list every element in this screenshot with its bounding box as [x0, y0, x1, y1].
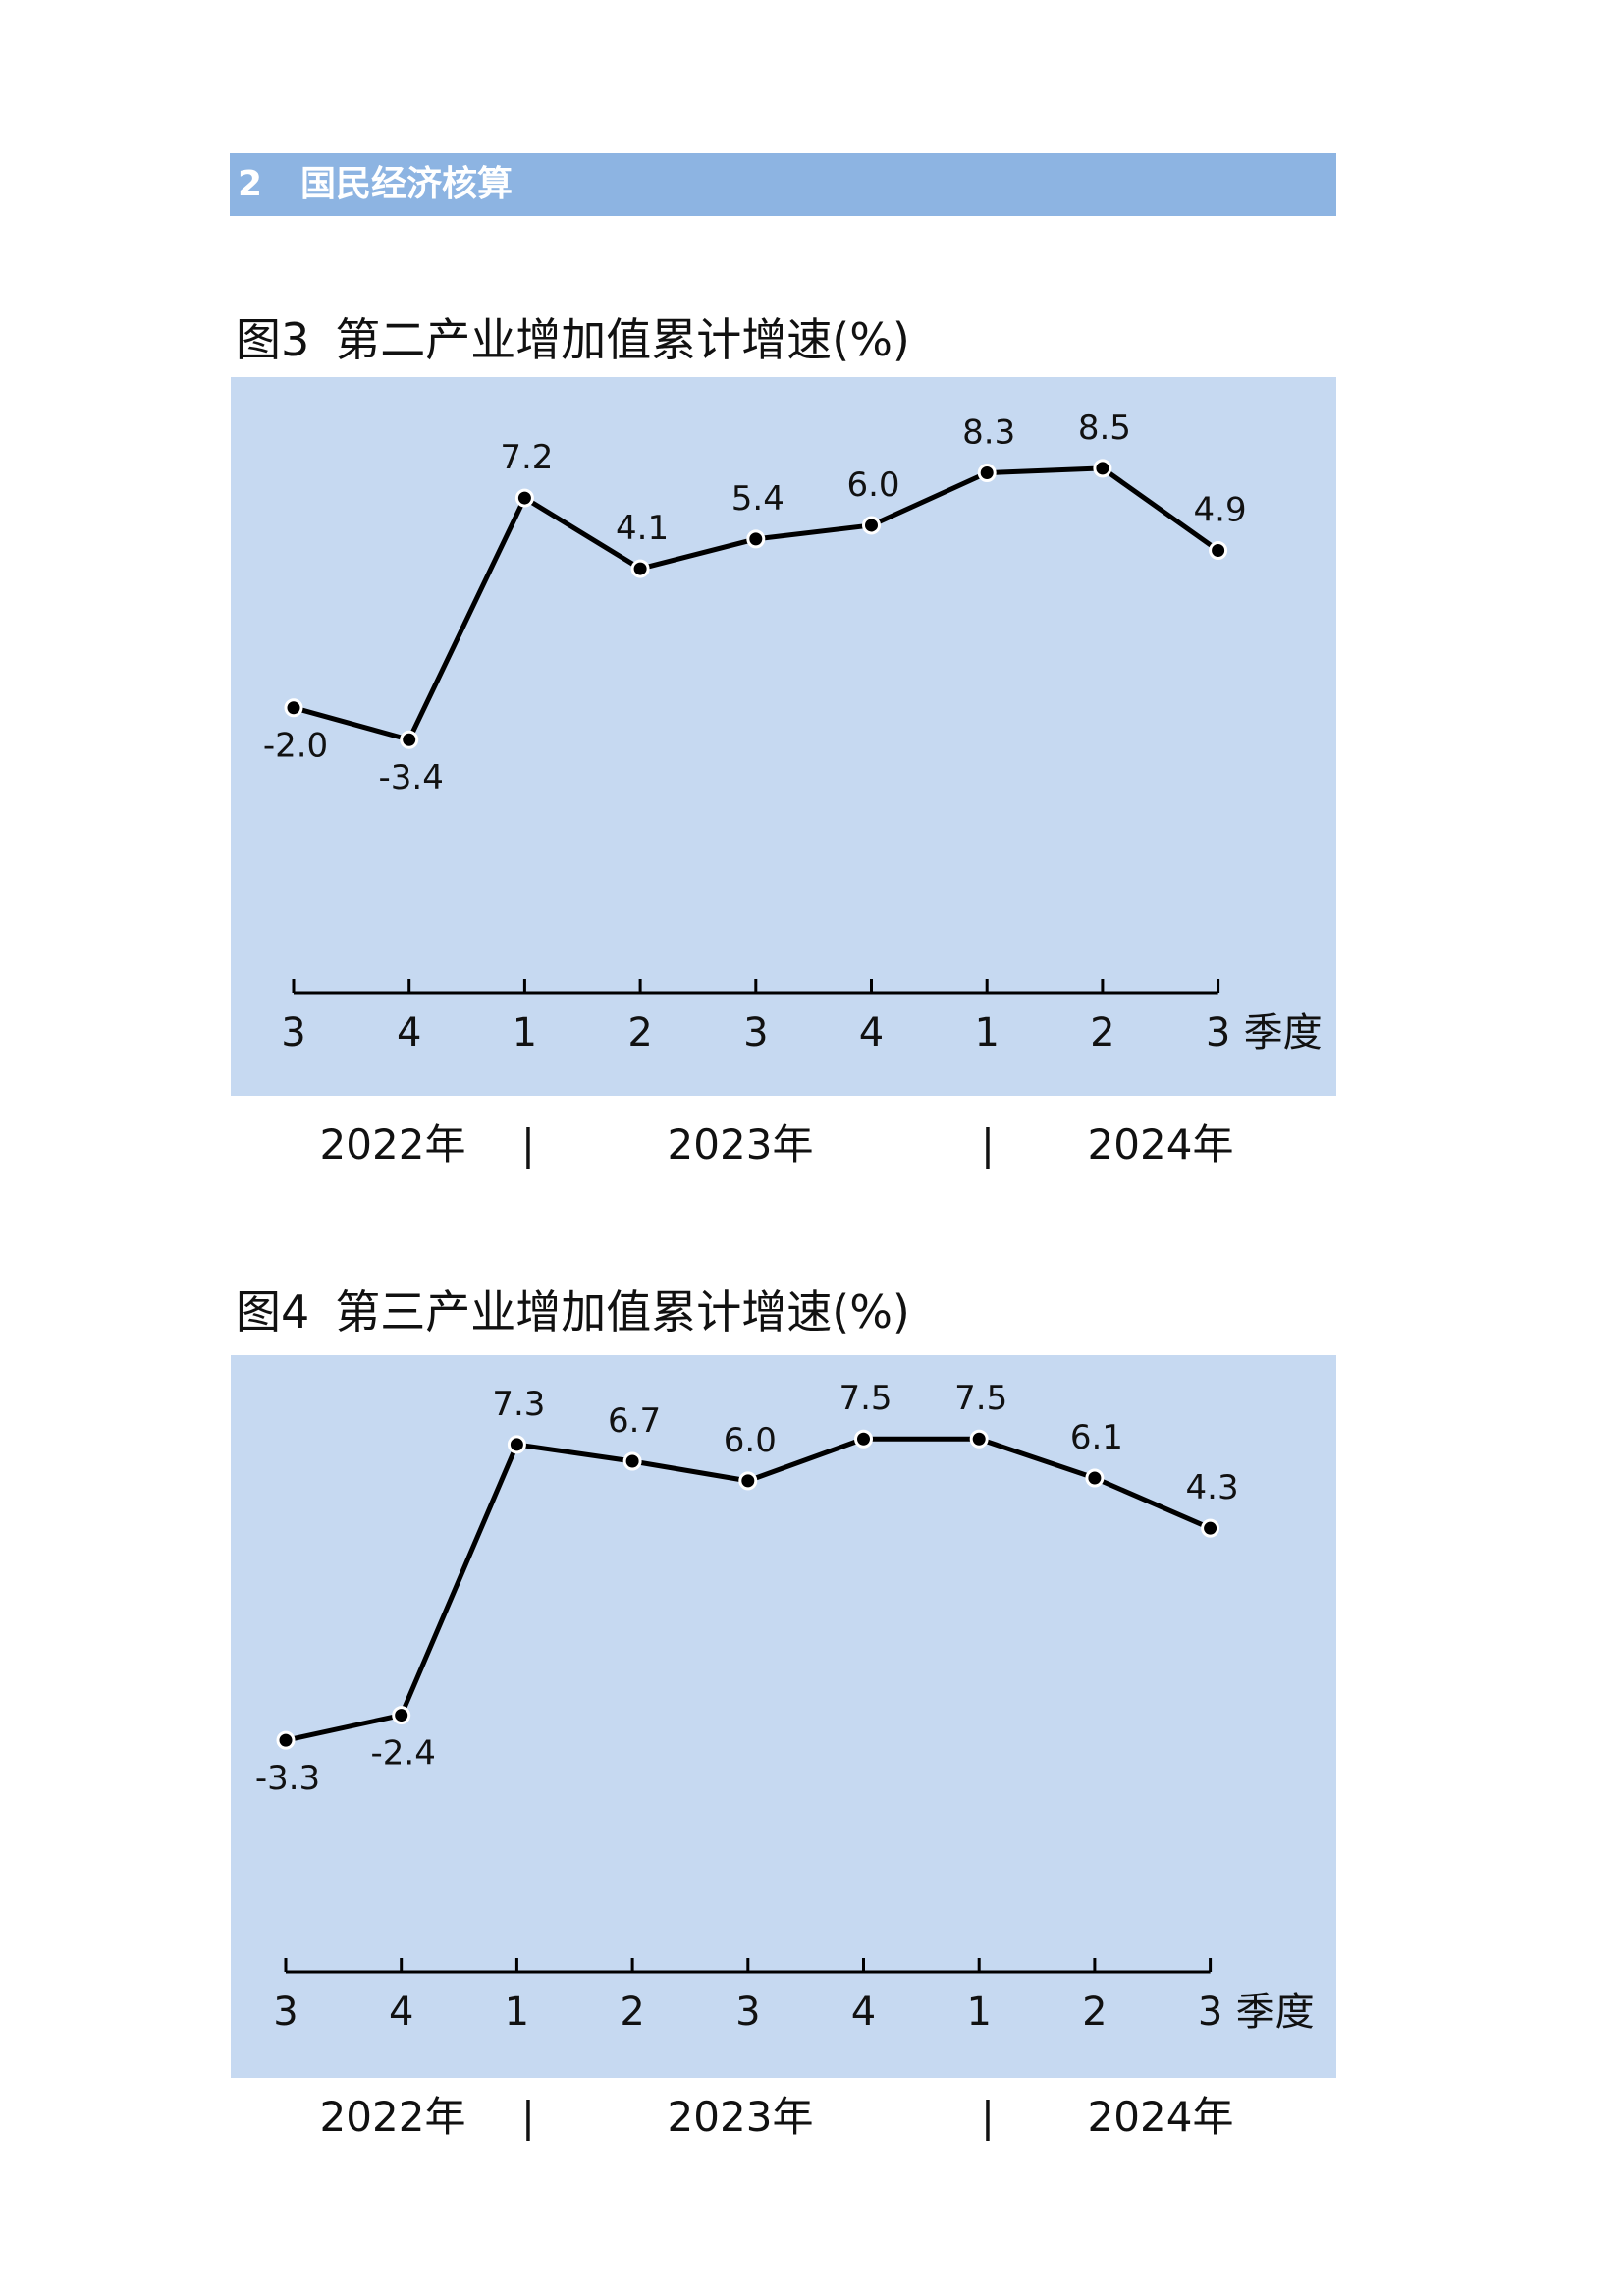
- year-label-2023: 2023年: [667, 2093, 814, 2141]
- year-row-figure-4: 2022年 | 2023年 | 2024年: [0, 2088, 1623, 2147]
- data-label: 6.0: [724, 1421, 777, 1460]
- data-point: [746, 529, 766, 549]
- x-tick-label: 3: [1206, 1011, 1230, 1056]
- data-label: -3.4: [379, 758, 444, 797]
- x-tick-label: 3: [1198, 1990, 1222, 2035]
- data-point: [507, 1435, 526, 1454]
- data-point: [1209, 540, 1228, 560]
- data-point: [862, 516, 881, 535]
- figure-4-title: 图4 第三产业增加值累计增速(%): [236, 1283, 910, 1341]
- chart-panel-secondary-industry: 3 4 1 2 3 4 1 2 3 季度 -2.0 -3.4 7.2 4.1 5.4 6.0 8.3 8.5 4.9: [231, 377, 1336, 1096]
- year-label-2022: 2022年: [319, 2093, 466, 2141]
- data-label: -3.3: [255, 1759, 320, 1798]
- year-separator: |: [520, 2093, 536, 2141]
- data-label: 7.5: [954, 1379, 1007, 1418]
- chart-panel-tertiary-industry: 3 4 1 2 3 4 1 2 3 季度 -3.3 -2.4 7.3 6.7 6.0 7.5 7.5 6.1 4.3: [231, 1355, 1336, 2078]
- x-tick-label: 1: [505, 1990, 529, 2035]
- x-tick-label: 4: [851, 1990, 876, 2035]
- data-point: [1085, 1468, 1105, 1488]
- year-row-figure-3: 2022年 | 2023年 | 2024年: [0, 1116, 1623, 1175]
- x-tick-label: 1: [974, 1011, 999, 1056]
- year-label-2022: 2022年: [319, 1121, 466, 1169]
- data-point: [284, 698, 303, 718]
- x-axis-unit-label: 季度: [1244, 1011, 1323, 1056]
- data-point: [630, 559, 650, 578]
- data-point: [1093, 459, 1112, 478]
- year-separator: |: [980, 2093, 996, 2141]
- data-label: 6.1: [1070, 1418, 1123, 1457]
- x-tick-label: 2: [1090, 1011, 1114, 1056]
- figure-4-caption: 第三产业增加值累计增速(%): [335, 1285, 910, 1339]
- figure-3-caption: 第二产业增加值累计增速(%): [335, 313, 910, 366]
- data-label: 7.3: [492, 1385, 545, 1424]
- section-number: 2: [238, 164, 263, 204]
- data-point: [400, 730, 419, 749]
- figure-4-label: 图4: [236, 1285, 310, 1339]
- x-tick-label: 4: [397, 1011, 421, 1056]
- x-tick-label: 3: [735, 1990, 760, 2035]
- data-label: 8.5: [1078, 409, 1131, 448]
- data-label: -2.0: [263, 727, 328, 766]
- data-label: 6.7: [608, 1401, 661, 1441]
- x-tick-label: 4: [389, 1990, 413, 2035]
- data-label: 7.2: [500, 438, 553, 477]
- x-tick-label: 2: [1082, 1990, 1107, 2035]
- x-tick-label: 3: [281, 1011, 305, 1056]
- section-title: 国民经济核算: [300, 164, 514, 204]
- data-point: [514, 488, 534, 508]
- year-label-2024: 2024年: [1087, 2093, 1234, 2141]
- year-separator: |: [520, 1121, 536, 1169]
- data-point: [738, 1471, 758, 1491]
- data-label: -2.4: [371, 1734, 436, 1774]
- section-header: 2 国民经济核算: [230, 153, 1336, 216]
- x-tick-label: 2: [627, 1011, 652, 1056]
- x-axis-unit-label: 季度: [1236, 1990, 1315, 2035]
- data-label: 6.0: [846, 465, 899, 505]
- year-separator: |: [980, 1121, 996, 1169]
- data-label: 4.3: [1186, 1468, 1239, 1507]
- x-tick-label: 1: [513, 1011, 537, 1056]
- data-point: [854, 1429, 873, 1449]
- x-tick-label: 4: [859, 1011, 884, 1056]
- data-label: 4.1: [616, 509, 669, 548]
- data-point: [622, 1451, 642, 1471]
- x-tick-label: 1: [966, 1990, 991, 2035]
- data-label: 4.9: [1194, 490, 1247, 529]
- data-label: 8.3: [962, 413, 1015, 453]
- x-tick-label: 3: [273, 1990, 298, 2035]
- data-point: [977, 464, 997, 483]
- tertiary-industry-line-chart: 3 4 1 2 3 4 1 2 3 季度 -3.3 -2.4 7.3 6.7 6.0 7.5 7.5 6.1 4.3: [255, 1379, 1315, 2035]
- year-label-2023: 2023年: [667, 1121, 814, 1169]
- figure-3-label: 图3: [236, 313, 310, 366]
- year-label-2024: 2024年: [1087, 1121, 1234, 1169]
- x-tick-label: 3: [743, 1011, 768, 1056]
- data-label: 7.5: [839, 1379, 892, 1418]
- figure-3-title: 图3 第二产业增加值累计增速(%): [236, 310, 910, 369]
- x-tick-label: 2: [620, 1990, 644, 2035]
- data-point: [392, 1706, 411, 1725]
- secondary-industry-line-chart: 3 4 1 2 3 4 1 2 3 季度 -2.0 -3.4 7.2 4.1 5.4 6.0 8.3 8.5 4.9: [263, 409, 1323, 1056]
- data-point: [969, 1429, 989, 1449]
- data-label: 5.4: [731, 479, 784, 519]
- data-point: [1201, 1518, 1220, 1538]
- data-point: [276, 1730, 296, 1750]
